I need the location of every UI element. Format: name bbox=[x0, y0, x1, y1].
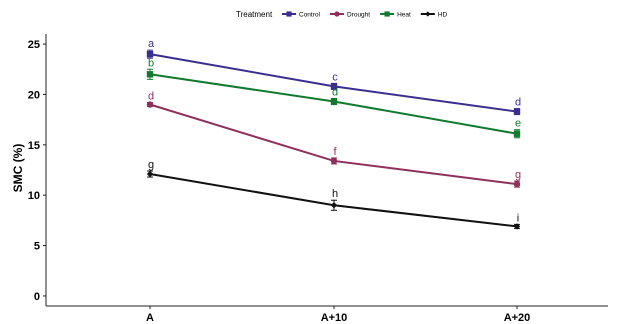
data-point bbox=[513, 130, 521, 137]
data-point bbox=[146, 71, 154, 78]
significance-letter: a bbox=[148, 38, 155, 50]
data-point bbox=[513, 180, 521, 188]
series-hd: g h i bbox=[146, 159, 521, 230]
legend-swatch-marker bbox=[334, 11, 340, 17]
data-point bbox=[330, 157, 338, 165]
series-heat: bde bbox=[146, 57, 521, 139]
legend-item-drought: Drought bbox=[329, 11, 370, 19]
legend-title: Treatment bbox=[236, 10, 273, 19]
significance-letter: h bbox=[332, 188, 338, 200]
data-point bbox=[146, 50, 154, 58]
y-tick-label: 5 bbox=[34, 241, 40, 253]
legend-swatch-marker bbox=[384, 11, 390, 17]
data-point bbox=[330, 83, 338, 90]
significance-letter: f bbox=[333, 146, 337, 158]
legend-swatch-marker bbox=[425, 11, 431, 17]
x-tick-label: A bbox=[146, 312, 154, 324]
data-point bbox=[146, 101, 154, 108]
legend: Treatment Control Drought Heat HD bbox=[236, 10, 448, 19]
significance-letter: g bbox=[515, 169, 521, 181]
significance-letter: d bbox=[332, 86, 338, 98]
significance-letter: d bbox=[148, 91, 154, 103]
significance-letter: e bbox=[515, 118, 521, 130]
significance-letter: d bbox=[515, 97, 521, 109]
series-line bbox=[149, 103, 518, 186]
y-tick-label: 20 bbox=[28, 89, 40, 101]
series-control: acd bbox=[146, 38, 521, 116]
series-drought: d f g bbox=[146, 91, 521, 188]
legend-item-control: Control bbox=[282, 11, 321, 19]
legend-item-hd: HD bbox=[420, 11, 448, 19]
legend-label: HD bbox=[438, 12, 448, 19]
legend-label: Drought bbox=[347, 12, 370, 19]
legend-item-heat: Heat bbox=[380, 11, 411, 19]
legend-label: Heat bbox=[397, 12, 411, 19]
y-tick-label: 15 bbox=[28, 140, 40, 152]
data-point bbox=[513, 223, 521, 230]
data-point bbox=[330, 202, 338, 209]
significance-letter: i bbox=[517, 212, 519, 224]
y-tick-label: 0 bbox=[34, 291, 40, 303]
x-tick-label: A+10 bbox=[321, 312, 348, 324]
significance-letter: c bbox=[332, 71, 338, 83]
data-point bbox=[513, 108, 521, 115]
y-axis-label: SMC (%) bbox=[11, 144, 25, 193]
axes bbox=[45, 34, 608, 307]
data-point bbox=[146, 170, 154, 178]
significance-letter: g bbox=[148, 159, 154, 171]
legend-swatch-marker bbox=[286, 11, 292, 17]
legend-label: Control bbox=[299, 12, 321, 19]
x-tick-label: A+20 bbox=[504, 312, 531, 324]
x-axis-ticks: A A+10 A+20 bbox=[146, 306, 530, 324]
significance-letter: b bbox=[148, 57, 154, 69]
data-point bbox=[330, 98, 338, 105]
y-tick-label: 25 bbox=[28, 39, 40, 51]
y-axis-ticks: 0 5 10 15 20 25 bbox=[28, 39, 46, 303]
legend-items: Control Drought Heat HD bbox=[282, 11, 448, 19]
y-tick-label: 10 bbox=[28, 190, 40, 202]
